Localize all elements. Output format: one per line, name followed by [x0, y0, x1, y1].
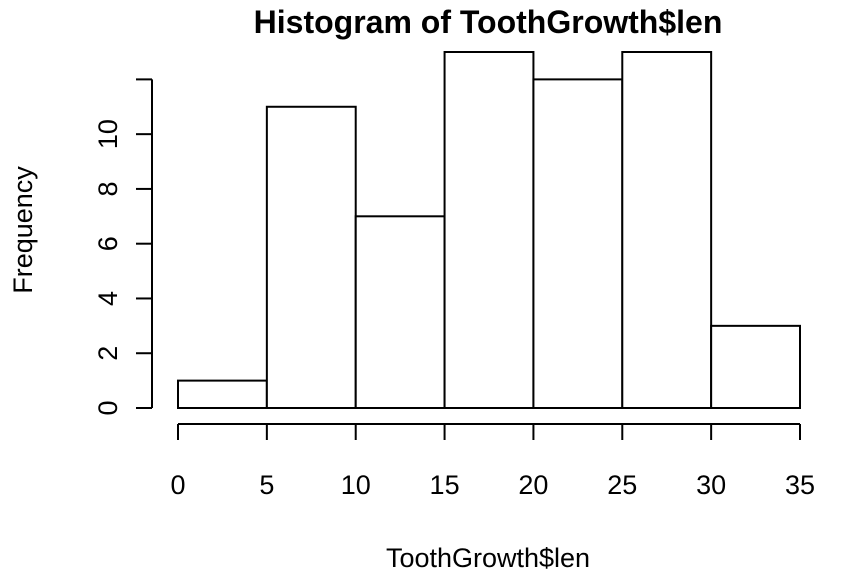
y-tick-label-1: 2 [93, 346, 123, 361]
histogram-bar-0 [177, 379, 268, 410]
y-tick-label-0: 0 [93, 400, 123, 415]
y-axis-label: Frequency [8, 166, 38, 294]
histogram-bar-6 [710, 324, 802, 410]
x-axis: 0 5 10 15 20 25 30 35 [170, 423, 815, 500]
y-tick-label-5: 10 [93, 119, 123, 149]
x-tick-label-4: 20 [518, 470, 548, 500]
x-tick-label-7: 35 [785, 470, 815, 500]
x-axis-label: ToothGrowth$len [386, 543, 590, 573]
x-tick-label-6: 30 [696, 470, 726, 500]
y-tick-label-4: 8 [93, 181, 123, 196]
histogram-bar-2 [354, 215, 446, 409]
y-tick-label-3: 6 [93, 236, 123, 251]
chart-title: Histogram of ToothGrowth$len [254, 4, 723, 40]
x-tick-label-1: 5 [259, 470, 274, 500]
histogram-bar-1 [265, 105, 357, 410]
histogram-bar-4 [532, 78, 624, 409]
x-tick-label-5: 25 [607, 470, 637, 500]
histogram-bar-5 [621, 51, 713, 409]
bars-group [177, 51, 802, 410]
x-tick-label-0: 0 [170, 470, 185, 500]
x-tick-label-3: 15 [430, 470, 460, 500]
x-tick-label-2: 10 [341, 470, 371, 500]
y-axis: 0 2 4 6 8 10 [93, 78, 153, 416]
y-tick-label-2: 4 [93, 291, 123, 306]
histogram-bar-3 [443, 51, 535, 409]
